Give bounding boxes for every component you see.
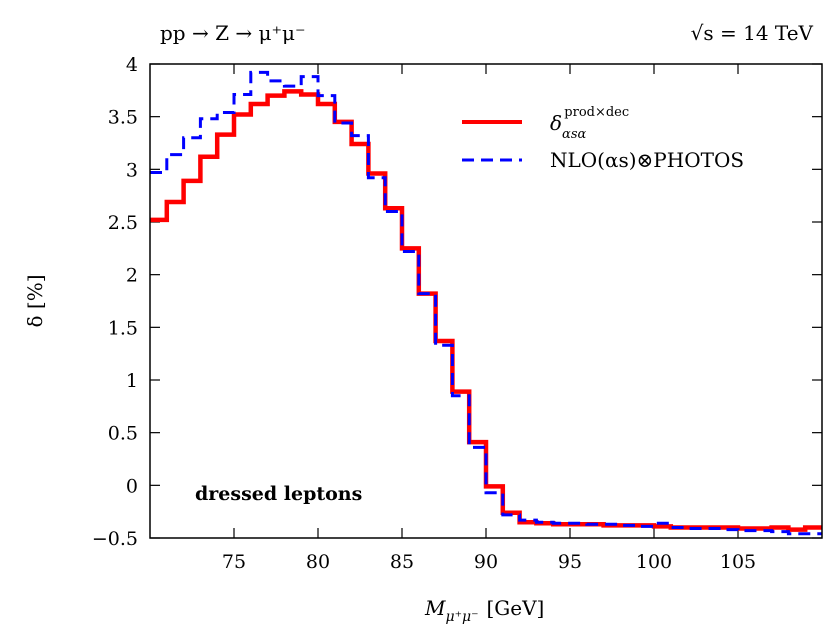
x-axis-label: Mμ⁺μ⁻ [GeV] [424, 596, 544, 625]
legend-label-red: δαsαprod×dec [550, 105, 629, 142]
legend-label-blue: NLO(αs)⊗PHOTOS [550, 148, 744, 172]
y-tick-label: 0.5 [108, 423, 138, 445]
y-tick-label: 2 [126, 265, 138, 287]
x-tick-label: 85 [390, 551, 414, 573]
series-nlo-photos-line [150, 70, 822, 536]
x-tick-label: 95 [558, 551, 582, 573]
legend: δαsαprod×dec NLO(αs)⊗PHOTOS [462, 105, 744, 172]
y-tick-label: 2.5 [108, 212, 138, 234]
annotation: dressed leptons [195, 483, 362, 505]
x-tick-label: 105 [720, 551, 756, 573]
y-tick-label: 0 [126, 475, 138, 497]
x-tick-label: 90 [474, 551, 498, 573]
y-tick-label: 3.5 [108, 107, 138, 129]
x-tick-label: 80 [306, 551, 330, 573]
y-tick-label: −0.5 [92, 528, 138, 550]
title-left: pp → Z → μ⁺μ⁻ [160, 21, 306, 45]
plot-frame [149, 63, 823, 539]
y-tick-label: 1 [126, 370, 138, 392]
y-axis-label: δ [%] [23, 274, 47, 327]
y-tick-label: 3 [126, 159, 138, 181]
x-tick-label: 100 [636, 551, 672, 573]
y-tick-label: 1.5 [108, 317, 138, 339]
title-right: √s = 14 TeV [691, 21, 814, 45]
x-tick-label: 75 [222, 551, 246, 573]
y-tick-label: 4 [126, 54, 138, 76]
